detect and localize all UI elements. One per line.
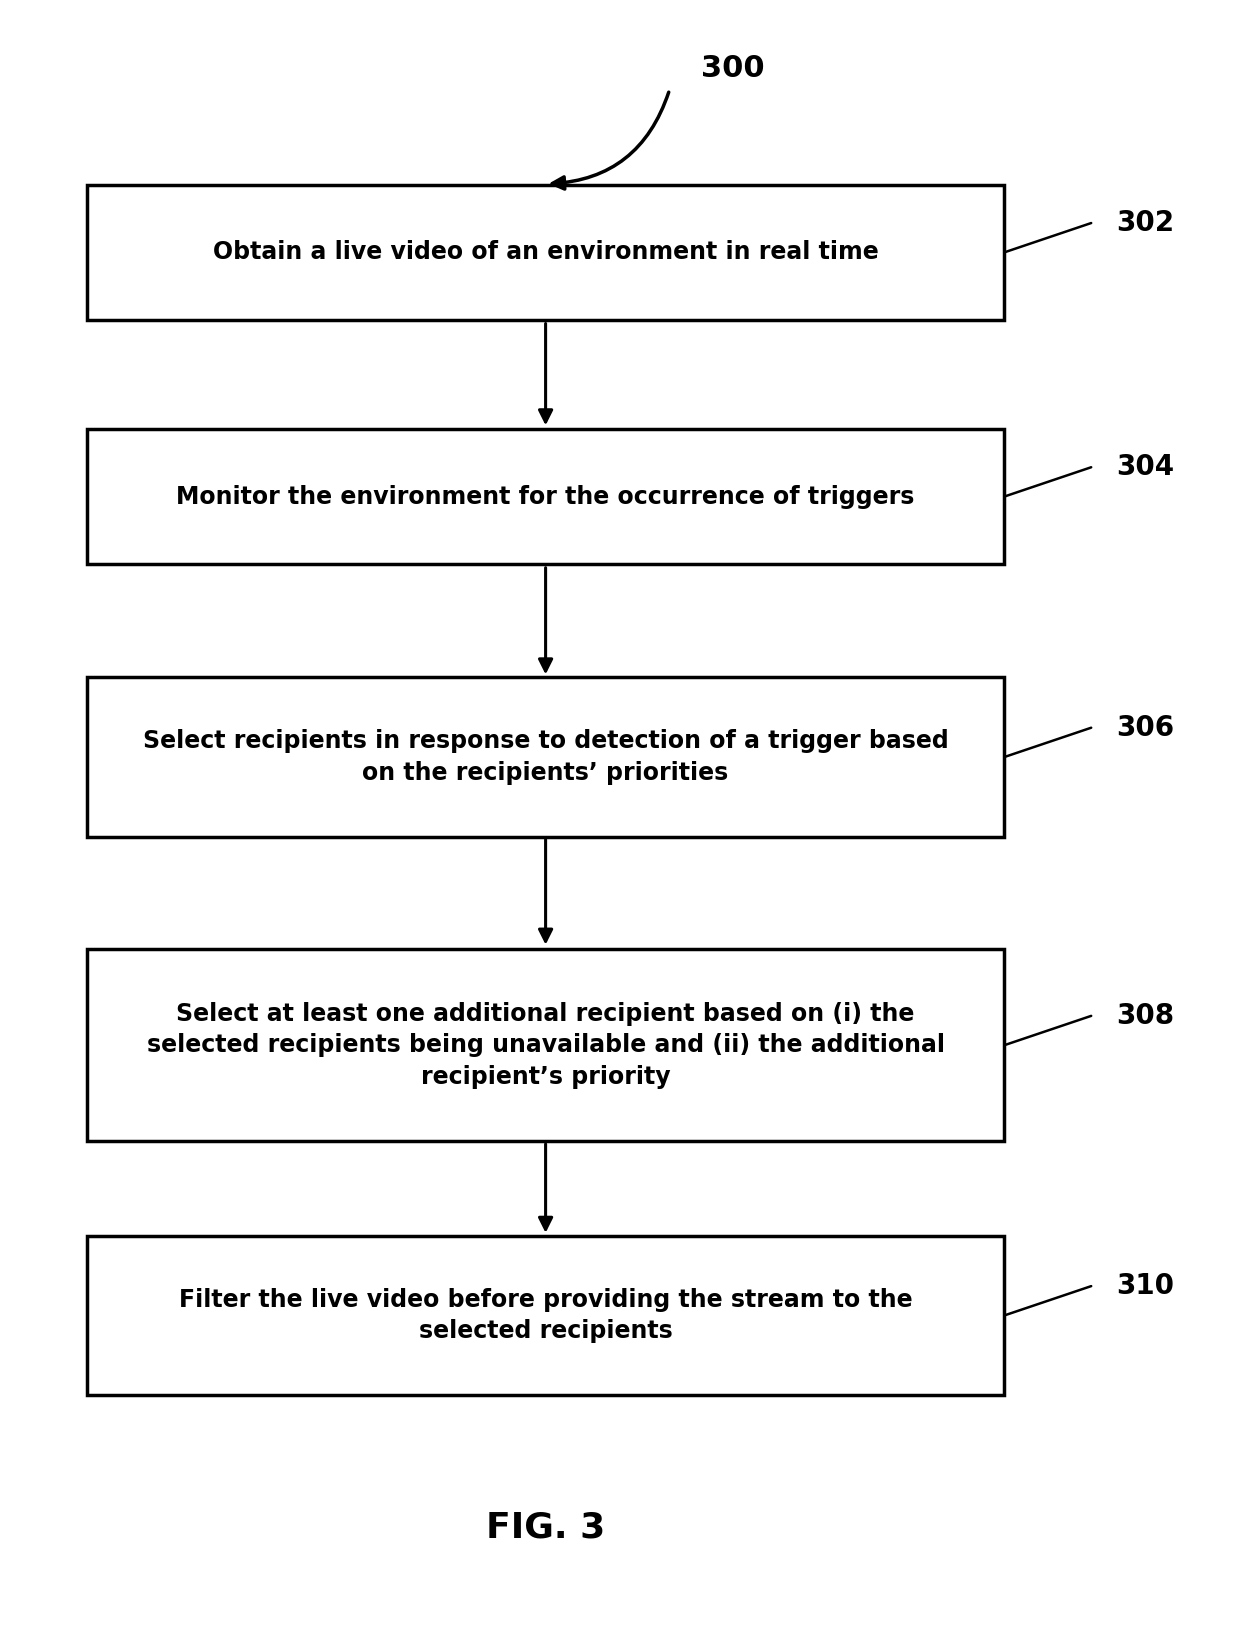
FancyBboxPatch shape bbox=[87, 430, 1004, 565]
Text: 302: 302 bbox=[1116, 208, 1174, 238]
Text: Filter the live video before providing the stream to the
selected recipients: Filter the live video before providing t… bbox=[179, 1288, 913, 1343]
FancyBboxPatch shape bbox=[87, 186, 1004, 319]
Text: Obtain a live video of an environment in real time: Obtain a live video of an environment in… bbox=[213, 241, 878, 264]
Text: Monitor the environment for the occurrence of triggers: Monitor the environment for the occurren… bbox=[176, 485, 915, 508]
Text: 308: 308 bbox=[1116, 1001, 1174, 1031]
FancyBboxPatch shape bbox=[87, 677, 1004, 837]
FancyBboxPatch shape bbox=[87, 949, 1004, 1141]
Text: 304: 304 bbox=[1116, 453, 1174, 482]
Text: 310: 310 bbox=[1116, 1271, 1174, 1301]
Text: Select at least one additional recipient based on (i) the
selected recipients be: Select at least one additional recipient… bbox=[146, 1001, 945, 1089]
Text: 306: 306 bbox=[1116, 713, 1174, 742]
Text: FIG. 3: FIG. 3 bbox=[486, 1511, 605, 1543]
Text: Select recipients in response to detection of a trigger based
on the recipients’: Select recipients in response to detecti… bbox=[143, 729, 949, 785]
Text: 300: 300 bbox=[701, 54, 764, 83]
FancyBboxPatch shape bbox=[87, 1236, 1004, 1395]
